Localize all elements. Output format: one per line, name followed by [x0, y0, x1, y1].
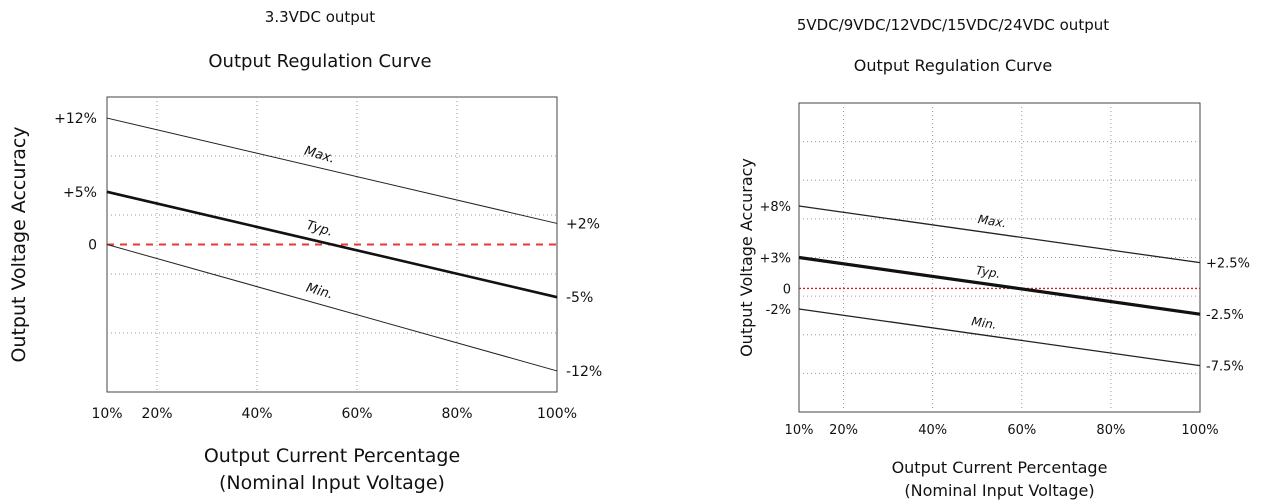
left-value-label: +3%: [759, 252, 791, 267]
series-line-max: [798, 205, 1201, 264]
series-line-min: [798, 308, 1201, 367]
chart-title: Output Regulation Curve: [208, 51, 432, 72]
right-value-label: -7.5%: [1206, 360, 1244, 375]
x-tick-label: 100%: [1181, 423, 1218, 438]
chart-panel-multi: 5VDC/9VDC/12VDC/15VDC/24VDC output Outpu…: [640, 0, 1266, 502]
x-tick-label: 20%: [141, 406, 172, 422]
left-value-label: +5%: [63, 185, 97, 201]
regulation-chart-multi: Max. Typ. Min. +8% +3% 0 -2% +2.5% -2.5% -7.5% 10%…: [737, 102, 1250, 500]
chart-title: Output Regulation Curve: [853, 56, 1053, 75]
series-line-min: [106, 244, 558, 372]
x-tick-label: 60%: [1007, 423, 1036, 438]
x-axis-label: Output Current Percentage: [892, 458, 1108, 477]
x-axis-label: Output Current Percentage: [204, 445, 460, 467]
chart-heading: 3.3VDC output: [264, 8, 376, 26]
left-value-label: +12%: [54, 111, 97, 127]
series-line-typ: [798, 255, 1201, 316]
series-label-max: Max.: [302, 144, 336, 167]
x-tick-label: 20%: [829, 423, 858, 438]
x-tick-label: 80%: [1096, 423, 1125, 438]
right-value-label: -5%: [566, 290, 593, 306]
series-label-min: Min.: [304, 281, 334, 303]
right-value-label: +2%: [566, 216, 600, 232]
series-label-typ: Typ.: [304, 218, 334, 240]
series-line-typ: [106, 190, 558, 299]
x-tick-label: 40%: [918, 423, 947, 438]
right-value-label: -2.5%: [1206, 308, 1244, 323]
series-line-max: [106, 117, 558, 224]
y-axis-label: Output Voltage Accuracy: [8, 126, 30, 362]
x-tick-label: 80%: [441, 406, 472, 422]
left-value-label: 0: [783, 282, 791, 297]
chart-panel-3v3: 3.3VDC output Output Regulation Curve Ma…: [8, 8, 602, 494]
x-axis-sublabel: (Nominal Input Voltage): [904, 481, 1094, 500]
left-value-label: 0: [88, 238, 97, 254]
regulation-chart-3v3: Max. Typ. Min. +12% +5% 0 +2% -5% -12% 10% 20% 40% 6…: [8, 96, 602, 494]
x-tick-label: 10%: [785, 423, 814, 438]
y-axis-label: Output Voltage Accuracy: [737, 158, 756, 357]
right-value-label: -12%: [566, 364, 602, 380]
x-tick-label: 10%: [91, 406, 122, 422]
series-label-min: Min.: [971, 314, 998, 332]
left-value-label: -2%: [766, 303, 791, 318]
chart-heading: 5VDC/9VDC/12VDC/15VDC/24VDC output: [796, 16, 1110, 34]
left-value-label: +8%: [759, 200, 791, 215]
right-value-label: +2.5%: [1206, 257, 1250, 272]
series-label-typ: Typ.: [975, 263, 1002, 281]
x-axis-sublabel: (Nominal Input Voltage): [219, 472, 445, 494]
x-tick-label: 100%: [537, 406, 577, 422]
series-label-max: Max.: [977, 212, 1007, 230]
x-tick-label: 60%: [341, 406, 372, 422]
x-tick-label: 40%: [241, 406, 272, 422]
